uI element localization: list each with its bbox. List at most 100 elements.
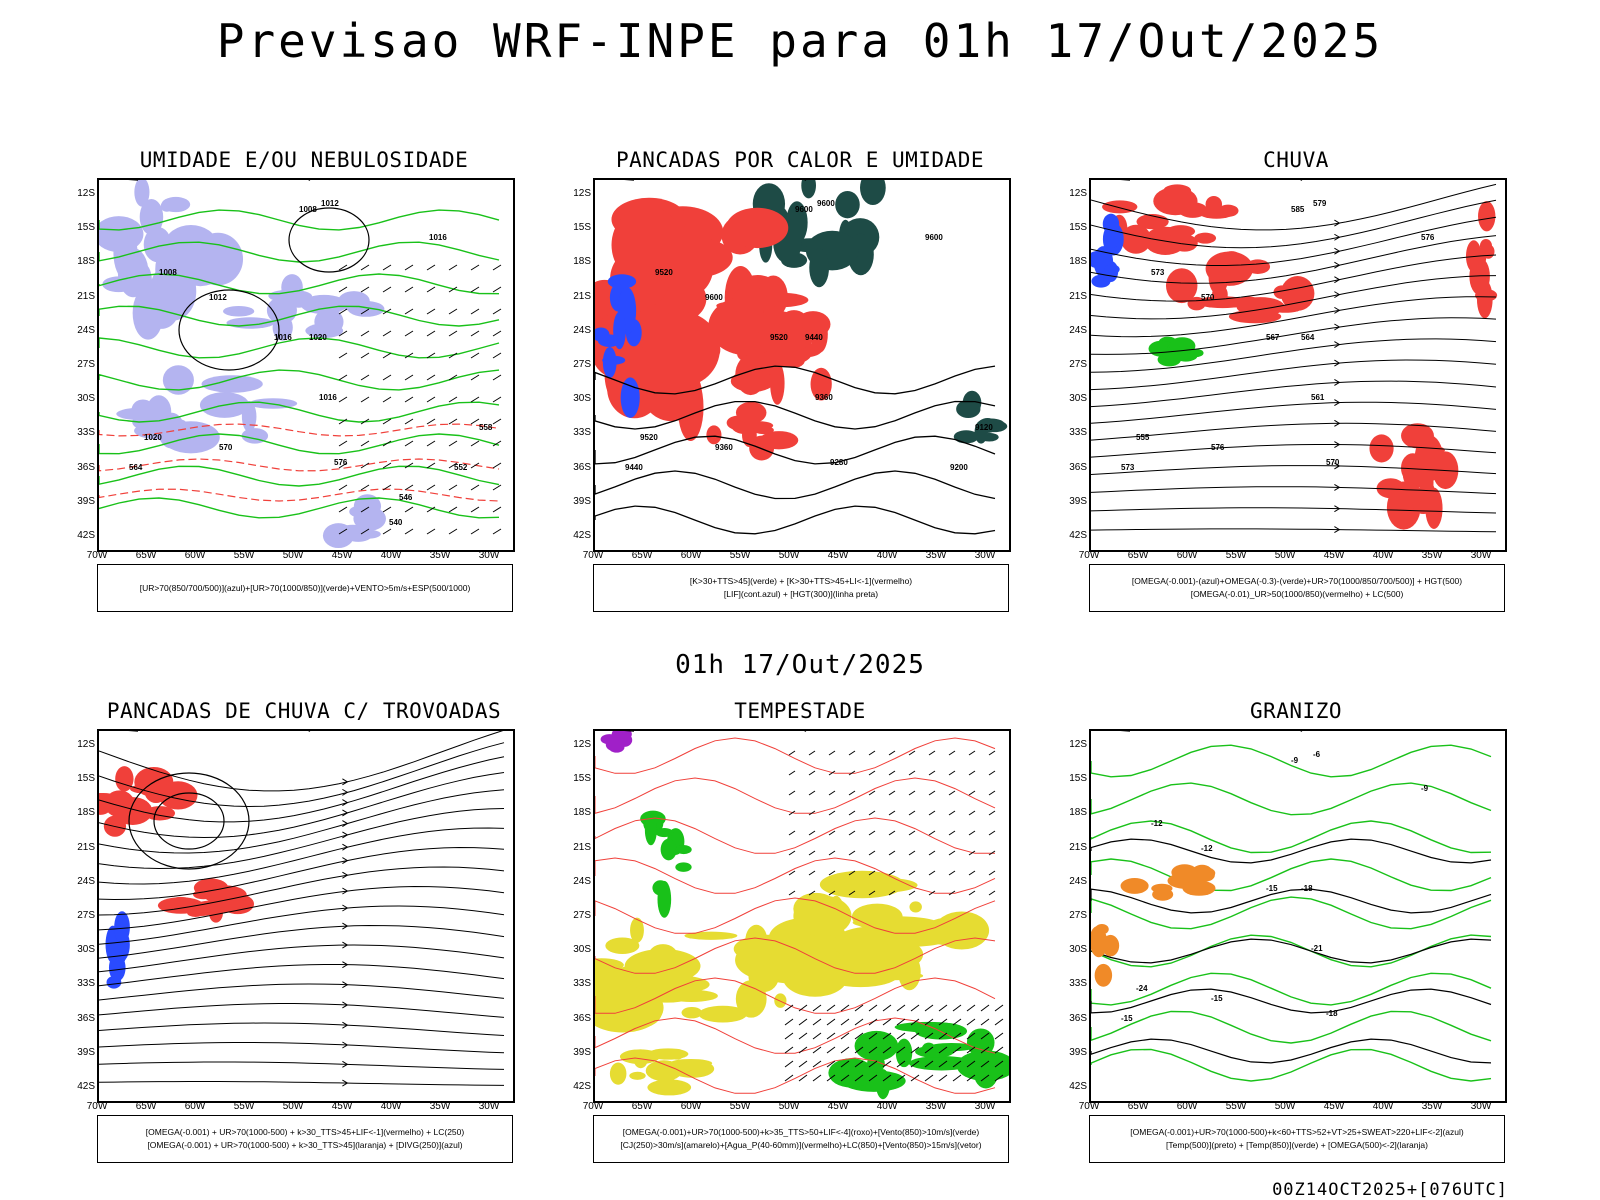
wind-vector (492, 308, 502, 315)
lon-tick-label: 55W (233, 550, 255, 561)
wind-vector (426, 418, 436, 425)
lon-tick-label: 35W (429, 1101, 451, 1112)
lon-tick-label: 40W (380, 550, 402, 561)
lon-tick-label: 30W (974, 1101, 996, 1112)
wind-vector (948, 890, 956, 896)
lat-tick-label: 21S (77, 841, 95, 853)
wind-vector (404, 484, 414, 491)
lon-tick-label: 50W (778, 1101, 800, 1112)
contour-label: -9 (1291, 756, 1299, 765)
wind-vector (994, 1004, 1004, 1012)
wind-vector (888, 850, 896, 856)
wind-vector (980, 1004, 990, 1012)
map-canvas-chuva: 585 579 576 573 570 567 564 561 555 573 576 570 (1091, 180, 1498, 534)
wind-vector (868, 1046, 878, 1054)
wind-vector (938, 1032, 948, 1040)
wind-vector (910, 1060, 920, 1068)
wind-vector (426, 396, 436, 403)
wind-vector (404, 264, 414, 271)
lon-tick-label: 35W (1421, 550, 1443, 561)
hgt300-contour (595, 435, 996, 465)
contour-label: -18 (1301, 884, 1313, 893)
contour-label: 570 (1201, 293, 1215, 302)
wind-vector (360, 374, 370, 381)
wind-vector (968, 870, 976, 876)
lat-tick-label: 15S (573, 773, 591, 785)
temp500-contour (1091, 938, 1492, 964)
streamline (99, 1081, 505, 1086)
streamline (1091, 444, 1497, 458)
legend-pancadas-calor: [K>30+TTS>45](verde) + [K>30+TTS>45+LI<-… (593, 564, 1009, 612)
omega-orange-area (1091, 923, 1120, 987)
streamline (1091, 528, 1497, 533)
wind-vector (404, 396, 414, 403)
wind-vector (338, 418, 348, 425)
lon-tick-label: 60W (680, 1101, 702, 1112)
wind-vector (952, 1046, 962, 1054)
wind-vector (812, 1004, 822, 1012)
humidity-lavender-area (99, 180, 244, 340)
wind-vector (948, 750, 956, 756)
lat-tick-label: 18S (573, 807, 591, 819)
temp850-contour (1091, 782, 1492, 816)
wind-vector (848, 770, 856, 776)
contour-label: 573 (1151, 268, 1165, 277)
lat-tick-label: 15S (1069, 773, 1087, 785)
lat-tick-label: 24S (573, 875, 591, 887)
wind-vector (382, 418, 392, 425)
wind-vector (492, 352, 502, 359)
wind-vector (952, 1074, 962, 1082)
wind-vector (896, 1018, 906, 1026)
streamline-arrow (342, 887, 349, 895)
wind-vector (784, 1004, 794, 1012)
wind-vector (910, 1046, 920, 1054)
wind-vector (988, 830, 996, 836)
wind-vector (910, 1074, 920, 1082)
temp850-contour (1091, 744, 1492, 778)
wind-vector (798, 1074, 808, 1082)
streamline-arrow (1334, 483, 1341, 491)
wind-vector (404, 352, 414, 359)
wind-vector (360, 484, 370, 491)
lon-tick-label: 40W (876, 1101, 898, 1112)
panel-title-tempestade: TEMPESTADE (734, 699, 866, 723)
map-umidade: 1008 1012 1016 1008 1012 1016 1020 1016 1020 564 5… (97, 178, 515, 552)
lon-tick-label: 65W (135, 1101, 157, 1112)
streamline (99, 808, 505, 870)
legend-line: [UR>70(850/700/500)](azul)+[UR>70(1000/8… (139, 582, 471, 593)
streamline-arrow (1334, 219, 1341, 227)
wind-vector (928, 850, 936, 856)
wind-vector (448, 440, 458, 447)
thickness-contour-red (99, 488, 500, 502)
streamline (99, 772, 505, 839)
wind-vector (938, 1004, 948, 1012)
lon-tick-label: 60W (184, 1101, 206, 1112)
contour-label: 564 (129, 463, 143, 472)
contour-label: 1012 (321, 199, 339, 208)
contour-label: 576 (334, 458, 348, 467)
purple-storm-area (600, 731, 633, 753)
map-canvas-pancadas-trovoadas (99, 731, 505, 1087)
streamline-arrow (342, 981, 349, 989)
contour-label: 9520 (770, 333, 788, 342)
lat-tick-label: 42S (573, 1081, 591, 1092)
streamline-arrow (342, 941, 349, 949)
wind-vector (994, 1018, 1004, 1026)
map-tempestade (593, 729, 1011, 1103)
wind-vector (854, 1032, 864, 1040)
lon-tick-label: 30W (1470, 550, 1492, 561)
wind-vector (360, 330, 370, 337)
wind-vector (492, 440, 502, 447)
wind-vector (952, 1004, 962, 1012)
lat-tick-label: 30S (573, 944, 591, 956)
lon-tick-label: 50W (282, 550, 304, 561)
wind-vector (360, 506, 370, 513)
lon-tick-label: 55W (233, 1101, 255, 1112)
streamline (99, 827, 505, 885)
wind-vector (848, 750, 856, 756)
green-humidity-contour (99, 369, 500, 391)
lat-tick-label: 12S (77, 188, 95, 199)
precipitable-water-contour (595, 897, 996, 934)
wind-vector (868, 890, 876, 896)
streamline-arrow (1334, 233, 1341, 241)
